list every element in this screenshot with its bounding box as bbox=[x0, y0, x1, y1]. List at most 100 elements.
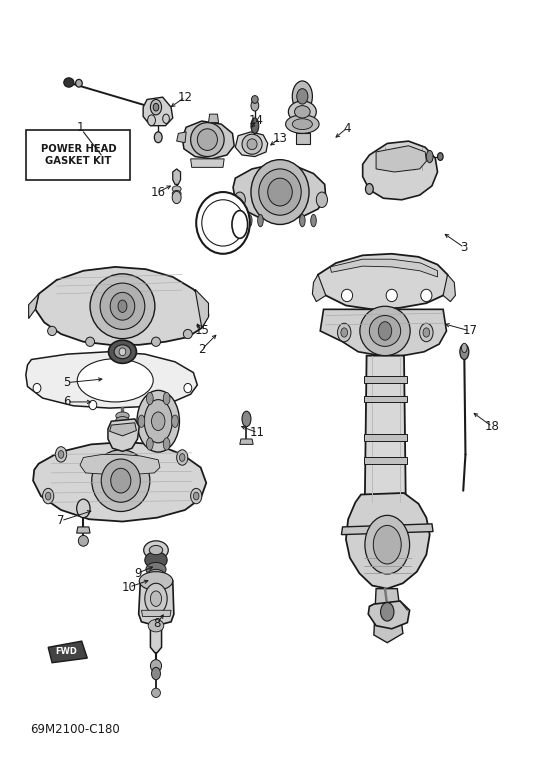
Polygon shape bbox=[139, 581, 174, 625]
Ellipse shape bbox=[292, 81, 312, 112]
Polygon shape bbox=[33, 442, 206, 522]
Ellipse shape bbox=[197, 129, 217, 151]
Ellipse shape bbox=[114, 345, 131, 359]
Ellipse shape bbox=[247, 139, 257, 150]
Ellipse shape bbox=[176, 450, 188, 465]
Ellipse shape bbox=[341, 328, 348, 337]
Ellipse shape bbox=[251, 118, 259, 134]
Polygon shape bbox=[235, 132, 268, 157]
Polygon shape bbox=[320, 309, 446, 356]
Ellipse shape bbox=[144, 400, 172, 443]
Ellipse shape bbox=[251, 100, 259, 111]
Polygon shape bbox=[77, 527, 90, 533]
Text: 13: 13 bbox=[273, 131, 287, 145]
Polygon shape bbox=[364, 376, 407, 383]
Ellipse shape bbox=[190, 123, 224, 157]
Ellipse shape bbox=[311, 214, 316, 226]
Polygon shape bbox=[108, 419, 139, 451]
Ellipse shape bbox=[366, 183, 374, 194]
Ellipse shape bbox=[92, 450, 150, 512]
Ellipse shape bbox=[179, 454, 185, 461]
Ellipse shape bbox=[111, 468, 131, 493]
Text: 17: 17 bbox=[463, 325, 478, 338]
Polygon shape bbox=[182, 121, 234, 159]
Ellipse shape bbox=[234, 192, 245, 207]
Ellipse shape bbox=[148, 619, 164, 632]
Ellipse shape bbox=[152, 337, 161, 346]
Ellipse shape bbox=[251, 160, 309, 224]
Ellipse shape bbox=[144, 541, 168, 560]
Ellipse shape bbox=[300, 214, 305, 226]
Ellipse shape bbox=[78, 536, 88, 547]
Ellipse shape bbox=[116, 417, 129, 424]
Ellipse shape bbox=[196, 192, 250, 254]
Ellipse shape bbox=[55, 447, 67, 462]
Ellipse shape bbox=[461, 343, 467, 352]
Ellipse shape bbox=[292, 119, 312, 130]
Text: 15: 15 bbox=[194, 325, 209, 338]
Ellipse shape bbox=[251, 96, 258, 104]
Ellipse shape bbox=[172, 190, 181, 196]
Ellipse shape bbox=[423, 328, 430, 337]
Polygon shape bbox=[143, 97, 172, 126]
Ellipse shape bbox=[460, 344, 469, 359]
Ellipse shape bbox=[164, 438, 170, 450]
Text: 1: 1 bbox=[76, 121, 84, 134]
Ellipse shape bbox=[172, 191, 181, 203]
Polygon shape bbox=[296, 134, 310, 145]
Text: 12: 12 bbox=[178, 90, 193, 104]
Ellipse shape bbox=[386, 289, 397, 301]
Ellipse shape bbox=[86, 337, 95, 346]
Ellipse shape bbox=[163, 114, 169, 124]
Text: 69M2100-C180: 69M2100-C180 bbox=[30, 724, 119, 737]
Ellipse shape bbox=[183, 329, 192, 339]
Ellipse shape bbox=[101, 459, 141, 502]
Ellipse shape bbox=[242, 135, 262, 155]
Polygon shape bbox=[240, 439, 253, 444]
Ellipse shape bbox=[109, 340, 137, 363]
Polygon shape bbox=[374, 589, 403, 642]
Ellipse shape bbox=[118, 300, 127, 312]
Polygon shape bbox=[80, 455, 160, 475]
Text: POWER HEAD
GASKET KIT: POWER HEAD GASKET KIT bbox=[40, 145, 116, 166]
Ellipse shape bbox=[370, 315, 400, 346]
Text: 18: 18 bbox=[485, 420, 500, 433]
Ellipse shape bbox=[147, 438, 153, 450]
Polygon shape bbox=[368, 601, 409, 628]
Ellipse shape bbox=[381, 602, 394, 621]
Polygon shape bbox=[376, 146, 426, 172]
Ellipse shape bbox=[152, 688, 161, 697]
Ellipse shape bbox=[151, 591, 162, 606]
Text: 9: 9 bbox=[134, 567, 141, 580]
Text: 4: 4 bbox=[343, 121, 351, 135]
Polygon shape bbox=[208, 114, 218, 123]
Text: 10: 10 bbox=[122, 581, 137, 594]
Ellipse shape bbox=[137, 390, 179, 452]
Ellipse shape bbox=[151, 100, 162, 115]
Polygon shape bbox=[364, 434, 407, 441]
Polygon shape bbox=[363, 141, 437, 199]
Text: 11: 11 bbox=[250, 426, 265, 439]
Polygon shape bbox=[316, 254, 449, 309]
Ellipse shape bbox=[151, 659, 162, 672]
Ellipse shape bbox=[286, 115, 319, 134]
Polygon shape bbox=[342, 524, 433, 535]
Text: 16: 16 bbox=[151, 186, 166, 199]
Ellipse shape bbox=[379, 322, 392, 340]
Text: FWD: FWD bbox=[55, 648, 77, 656]
Ellipse shape bbox=[145, 552, 167, 569]
Ellipse shape bbox=[45, 492, 51, 500]
Ellipse shape bbox=[268, 178, 292, 206]
Ellipse shape bbox=[77, 359, 153, 402]
Ellipse shape bbox=[171, 415, 178, 427]
Ellipse shape bbox=[242, 411, 251, 427]
Ellipse shape bbox=[295, 106, 310, 118]
Text: 3: 3 bbox=[461, 241, 468, 254]
Ellipse shape bbox=[139, 572, 172, 591]
Ellipse shape bbox=[77, 499, 90, 518]
Ellipse shape bbox=[316, 192, 328, 207]
Ellipse shape bbox=[116, 412, 129, 420]
Polygon shape bbox=[365, 356, 405, 502]
Ellipse shape bbox=[426, 151, 433, 163]
Ellipse shape bbox=[190, 489, 202, 504]
